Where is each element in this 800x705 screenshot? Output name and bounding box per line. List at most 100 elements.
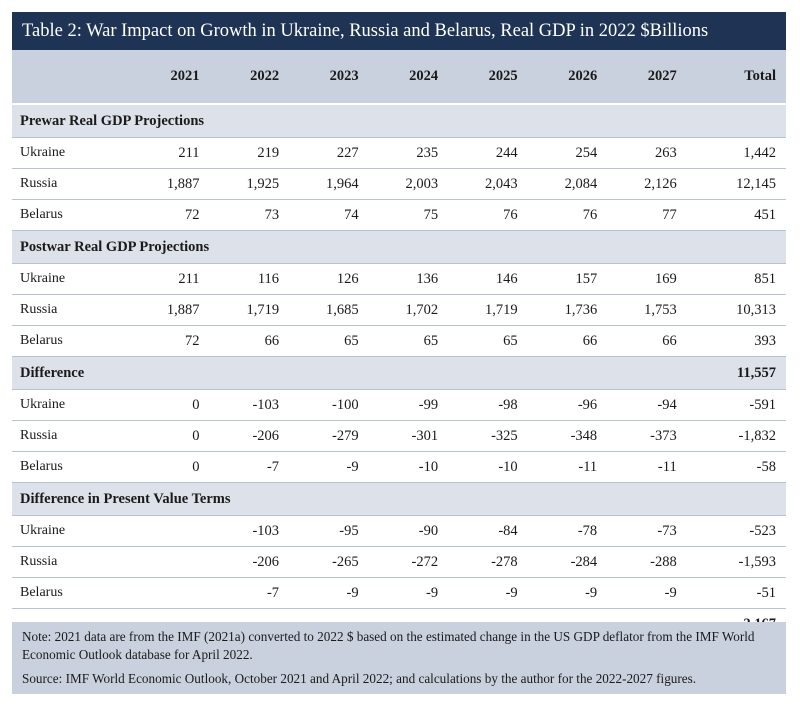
- value-cell: 66: [601, 325, 681, 357]
- table-title: Table 2: War Impact on Growth in Ukraine…: [12, 12, 786, 50]
- value-cell: -206: [203, 420, 284, 452]
- value-cell: -272: [362, 546, 443, 578]
- row-label: Belarus: [12, 451, 124, 483]
- value-cell: -7: [203, 577, 284, 609]
- value-cell: 244: [442, 137, 522, 169]
- value-cell: -99: [362, 389, 443, 421]
- value-cell: 2,043: [442, 168, 522, 200]
- value-cell: 1,719: [442, 294, 522, 326]
- value-cell: 254: [521, 137, 602, 169]
- row-label: Russia: [12, 294, 124, 326]
- value-cell: 146: [442, 263, 522, 295]
- value-cell: -373: [601, 420, 681, 452]
- value-cell: 1,736: [521, 294, 602, 326]
- table-row: Ukraine 211 219 227 235 244 254 263 1,442: [12, 137, 786, 169]
- value-cell: -11: [601, 451, 681, 483]
- value-cell: -9: [283, 577, 363, 609]
- row-total-cell: -58: [680, 451, 786, 483]
- value-cell: 169: [601, 263, 681, 295]
- row-label: Russia: [12, 168, 124, 200]
- column-header: 2023: [329, 68, 359, 84]
- value-cell: -284: [521, 546, 602, 578]
- value-cell: -78: [521, 515, 602, 547]
- value-cell: 75: [362, 199, 443, 231]
- value-cell: 211: [124, 263, 204, 295]
- value-cell: 1,887: [124, 168, 204, 200]
- gdp-table-figure: Table 2: War Impact on Growth in Ukraine…: [12, 12, 786, 694]
- column-header: 2022: [250, 68, 280, 84]
- value-cell: -9: [601, 577, 681, 609]
- row-label: Ukraine: [12, 515, 124, 547]
- table-row: Belarus -7 -9 -9 -9 -9 -9 -51: [12, 577, 786, 609]
- value-cell: 2,084: [521, 168, 602, 200]
- row-label: Belarus: [12, 325, 124, 357]
- value-cell: -325: [442, 420, 522, 452]
- value-cell: 66: [203, 325, 284, 357]
- header-blank: [12, 50, 124, 104]
- value-cell: 136: [362, 263, 443, 295]
- column-header-total: Total: [744, 68, 776, 84]
- value-cell: 1,887: [124, 294, 204, 326]
- section-header-row: Postwar Real GDP Projections: [12, 230, 786, 264]
- value-cell: -348: [521, 420, 602, 452]
- table-row: Russia 0 -206 -279 -301 -325 -348 -373 -1,832: [12, 420, 786, 452]
- section-label: Postwar Real GDP Projections: [12, 230, 681, 264]
- section-total: 11,557: [680, 356, 786, 390]
- row-label: Ukraine: [12, 263, 124, 295]
- value-cell: -10: [442, 451, 522, 483]
- column-header: 2021: [170, 68, 200, 84]
- section-total: [680, 104, 786, 138]
- column-header: 2027: [647, 68, 677, 84]
- row-total-cell: -523: [680, 515, 786, 547]
- value-cell: 227: [283, 137, 363, 169]
- row-label: Belarus: [12, 577, 124, 609]
- table-row: Belarus 72 66 65 65 65 66 66 393: [12, 325, 786, 357]
- column-header: 2024: [409, 68, 439, 84]
- table-row: Russia 1,887 1,925 1,964 2,003 2,043 2,084 2,12…: [12, 168, 786, 200]
- table-row: Russia -206 -265 -272 -278 -284 -288 -1,593: [12, 546, 786, 578]
- row-total-cell: -1,832: [680, 420, 786, 452]
- value-cell: 219: [203, 137, 284, 169]
- value-cell: 1,702: [362, 294, 443, 326]
- row-total-cell: 1,442: [680, 137, 786, 169]
- value-cell: -73: [601, 515, 681, 547]
- value-cell: 65: [442, 325, 522, 357]
- value-cell: -206: [203, 546, 284, 578]
- table-row: Russia 1,887 1,719 1,685 1,702 1,719 1,736 1,75…: [12, 294, 786, 326]
- value-cell: [124, 577, 204, 609]
- value-cell: 211: [124, 137, 204, 169]
- value-cell: 73: [203, 199, 284, 231]
- value-cell: 65: [362, 325, 443, 357]
- value-cell: -9: [442, 577, 522, 609]
- section-label: Difference: [12, 356, 681, 390]
- row-label: Ukraine: [12, 137, 124, 169]
- column-header-row: 2021 2022 2023 2024 2025 2026 2027 Total: [12, 50, 786, 104]
- value-cell: -103: [203, 389, 284, 421]
- value-cell: -9: [283, 451, 363, 483]
- row-total-cell: -1,593: [680, 546, 786, 578]
- value-cell: -11: [521, 451, 602, 483]
- row-label: Russia: [12, 546, 124, 578]
- value-cell: -301: [362, 420, 443, 452]
- table-row: Belarus 72 73 74 75 76 76 77 451: [12, 199, 786, 231]
- row-label: Ukraine: [12, 389, 124, 421]
- value-cell: -98: [442, 389, 522, 421]
- value-cell: -100: [283, 389, 363, 421]
- table-body: 2021 2022 2023 2024 2025 2026 2027 Total…: [12, 50, 786, 609]
- value-cell: -278: [442, 546, 522, 578]
- value-cell: 72: [124, 325, 204, 357]
- row-total-cell: 10,313: [680, 294, 786, 326]
- value-cell: 0: [124, 420, 204, 452]
- table-row: Ukraine -103 -95 -90 -84 -78 -73 -523: [12, 515, 786, 547]
- row-total-cell: 851: [680, 263, 786, 295]
- value-cell: -279: [283, 420, 363, 452]
- value-cell: -9: [362, 577, 443, 609]
- value-cell: 2,126: [601, 168, 681, 200]
- source-text: Source: IMF World Economic Outlook, Octo…: [22, 671, 697, 686]
- value-cell: -10: [362, 451, 443, 483]
- row-total-cell: 451: [680, 199, 786, 231]
- value-cell: 1,685: [283, 294, 363, 326]
- section-header-row: Difference in Present Value Terms: [12, 482, 786, 516]
- value-cell: 76: [521, 199, 602, 231]
- value-cell: -265: [283, 546, 363, 578]
